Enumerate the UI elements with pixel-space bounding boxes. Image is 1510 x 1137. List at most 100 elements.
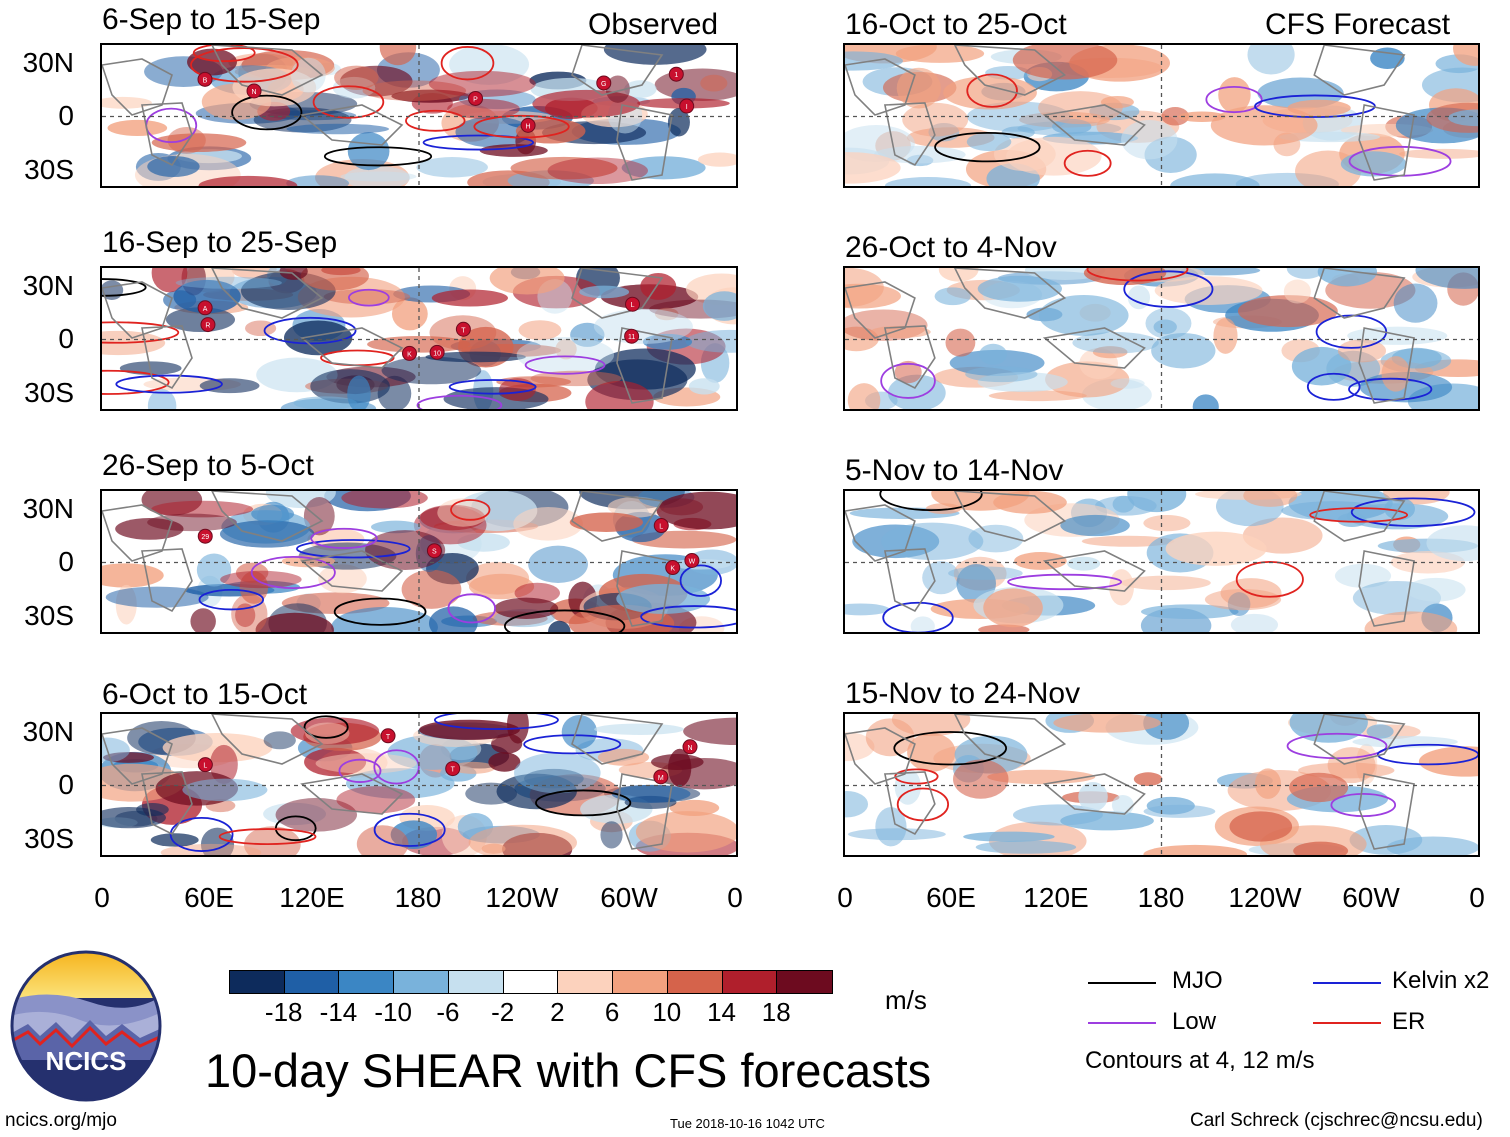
- storm-label: T: [451, 767, 456, 774]
- shear-anomaly-patch: [668, 748, 692, 787]
- shear-anomaly-patch: [1230, 613, 1279, 632]
- shear-anomaly-patch: [182, 778, 268, 802]
- shear-anomaly-patch: [147, 513, 237, 532]
- colorbar-cell: [230, 971, 285, 993]
- colorbar-cell: [284, 971, 340, 993]
- shear-anomaly-patch: [514, 752, 601, 794]
- map-svg: [845, 45, 1478, 186]
- shear-anomaly-patch: [656, 491, 736, 530]
- shear-anomaly-patch: [371, 520, 421, 534]
- shear-anomaly-patch: [323, 288, 411, 305]
- contour-line: [880, 362, 936, 399]
- shear-anomaly-patch: [600, 821, 623, 849]
- shear-anomaly-patch: [1286, 268, 1325, 279]
- storm-label: 11: [628, 334, 635, 341]
- lon-tick: 120W: [485, 882, 559, 913]
- shear-anomaly-patch: [635, 811, 736, 853]
- shear-anomaly-patch: [548, 620, 571, 632]
- contour-line: [198, 588, 265, 611]
- footer-url[interactable]: ncics.org/mjo: [5, 1110, 117, 1131]
- panel-title-left-3: 26-Sep to 5-Oct: [102, 449, 314, 482]
- shear-anomaly-patch: [428, 70, 536, 97]
- contour-line: [966, 73, 1018, 108]
- land-outline: [845, 504, 916, 562]
- lat-label-30n: 30N: [22, 493, 74, 524]
- lat-label-30n: 30N: [22, 270, 74, 301]
- shear-anomaly-patch: [977, 275, 1062, 302]
- contour-line: [447, 593, 497, 624]
- storm-label: K: [670, 566, 675, 573]
- lon-tick: 0: [1469, 882, 1485, 913]
- contour-line: [263, 316, 357, 345]
- map-svg: L T T M N: [102, 714, 736, 855]
- chart-title: 10-day SHEAR with CFS forecasts: [205, 1044, 932, 1097]
- contour-line: [679, 564, 722, 597]
- contour-line: [422, 134, 535, 151]
- land-outline: [1313, 268, 1406, 319]
- contour-line: [250, 555, 336, 590]
- shear-anomaly-patch: [594, 348, 696, 390]
- lon-tick: 0: [94, 882, 110, 913]
- shear-anomaly-patch: [1067, 556, 1101, 571]
- shear-anomaly-patch: [1364, 611, 1458, 632]
- shear-anomaly-patch: [1121, 119, 1178, 160]
- shear-anomaly-patch: [136, 802, 169, 817]
- shear-anomaly-patch: [494, 597, 559, 619]
- shear-anomaly-patch: [979, 343, 1008, 365]
- shear-anomaly-patch: [896, 67, 941, 109]
- land-outline: [1042, 327, 1146, 369]
- shear-anomaly-patch: [293, 396, 357, 409]
- storm-marker: [468, 90, 484, 106]
- storm-marker: [624, 328, 640, 344]
- shear-anomaly-patch: [199, 378, 260, 394]
- shear-anomaly-patch: [579, 285, 630, 299]
- land-outline: [102, 281, 173, 339]
- panel-title-left-2: 16-Sep to 25-Sep: [102, 226, 338, 259]
- lon-tick: 60W: [600, 882, 658, 913]
- panel-title-right-3: 5-Nov to 14-Nov: [845, 454, 1064, 487]
- land-outline: [1358, 327, 1416, 404]
- storm-label: L: [631, 302, 635, 309]
- storm-label: M: [658, 775, 664, 782]
- storm-label: L: [203, 763, 207, 770]
- contour-line: [190, 47, 299, 83]
- lat-label-eq: 0: [58, 546, 74, 577]
- lat-label-30s: 30S: [24, 377, 74, 408]
- shear-anomaly-patch: [1111, 794, 1134, 816]
- storm-marker: [197, 71, 213, 87]
- map-svg: [845, 714, 1478, 855]
- storm-marker: [197, 757, 213, 773]
- lat-label-eq: 0: [58, 323, 74, 354]
- shear-anomaly-patch: [1109, 569, 1134, 606]
- storm-label: R: [205, 323, 210, 330]
- shear-anomaly-patch: [165, 307, 236, 333]
- map-panel-right-3: [843, 489, 1480, 634]
- contour-line: [296, 539, 411, 559]
- legend-line-kelvin: [1313, 982, 1381, 984]
- shear-anomaly-patch: [304, 747, 367, 777]
- land-outline: [883, 325, 936, 390]
- shear-anomaly-patch: [667, 108, 690, 137]
- shear-anomaly-patch: [1426, 525, 1478, 562]
- shear-anomaly-patch: [605, 75, 630, 103]
- colorbar-tick-label: 2: [550, 997, 565, 1027]
- shear-anomaly-patch: [1393, 283, 1438, 323]
- shear-anomaly-patch: [1347, 326, 1448, 345]
- shear-anomaly-patch: [315, 753, 417, 774]
- shear-anomaly-patch: [1153, 319, 1177, 335]
- shear-anomaly-patch: [367, 336, 471, 353]
- land-outline: [141, 102, 193, 167]
- colorbar-tick-label: -6: [436, 997, 460, 1027]
- map-panel-left-1: B N 1 P G I H: [100, 43, 738, 188]
- footer-timestamp: Tue 2018-10-16 1042 UTC: [670, 1116, 825, 1131]
- contour-line: [102, 278, 147, 297]
- storm-label: K: [407, 351, 412, 358]
- land-outline: [616, 550, 673, 627]
- shear-anomaly-patch: [147, 156, 200, 178]
- land-outline: [1042, 550, 1146, 592]
- lon-tick: 180: [1137, 882, 1185, 913]
- map-panel-left-2: A T 10 R L 11 K: [100, 266, 738, 411]
- map-panel-right-1: [843, 43, 1480, 188]
- shear-anomaly-patch: [107, 119, 168, 137]
- panel-title-left-1: 6-Sep to 15-Sep: [102, 3, 321, 36]
